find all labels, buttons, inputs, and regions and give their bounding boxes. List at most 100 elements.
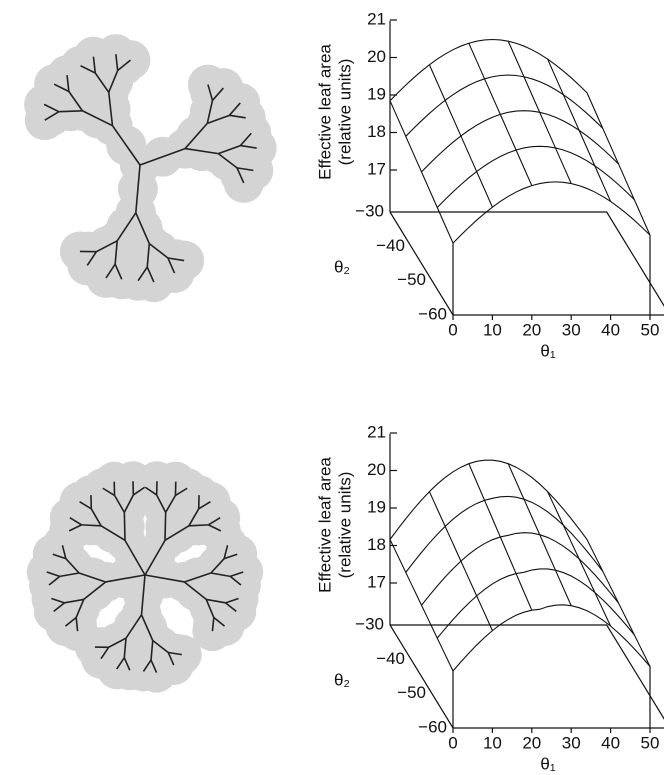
branch	[229, 114, 246, 119]
branch	[78, 572, 106, 583]
x-tick-label: 30	[562, 733, 581, 752]
y-tick-label: −30	[355, 614, 384, 633]
z-tick-label: 17	[367, 572, 386, 591]
x-tick-label: 30	[562, 320, 581, 339]
mesh-line	[436, 568, 635, 639]
branch	[144, 486, 158, 496]
mesh-line	[436, 145, 635, 208]
branch	[150, 640, 154, 661]
x-tick-label: 0	[448, 733, 457, 752]
branch	[90, 508, 102, 527]
branch	[240, 144, 257, 149]
branch	[236, 167, 254, 172]
branch	[65, 558, 80, 574]
branch	[208, 517, 221, 526]
branch	[107, 92, 114, 126]
branch	[92, 56, 97, 74]
branch	[207, 114, 230, 125]
z-tick-label: 19	[367, 84, 386, 103]
branch	[167, 257, 176, 274]
branch	[114, 240, 118, 265]
branch	[81, 524, 102, 527]
x-tick-label: 0	[448, 320, 457, 339]
mesh-line	[452, 181, 651, 244]
branch	[135, 164, 141, 213]
y-tick-label: −60	[418, 304, 447, 323]
mesh-line	[405, 74, 604, 137]
y-tick-label: −50	[397, 270, 426, 289]
branch	[155, 494, 167, 513]
branch	[239, 132, 252, 147]
branch	[207, 84, 214, 101]
z-tick-label: 18	[367, 535, 386, 554]
z-tick-label: 21	[367, 422, 386, 441]
branch	[188, 524, 209, 527]
x-tick-label: 20	[522, 733, 541, 752]
branch	[213, 616, 226, 627]
y-tick-label: −40	[376, 236, 405, 255]
branch	[123, 638, 127, 658]
branch	[206, 100, 214, 124]
branch	[64, 616, 77, 627]
branch	[229, 571, 244, 578]
branch	[236, 167, 245, 184]
branch	[113, 494, 126, 513]
branch	[217, 152, 238, 169]
branch	[228, 102, 241, 116]
branch	[123, 657, 131, 671]
branch	[137, 266, 148, 282]
branch	[152, 639, 169, 654]
z-tick-label: 20	[367, 460, 386, 479]
x-tick-label: 40	[601, 320, 620, 339]
branch	[114, 263, 123, 280]
branch	[100, 646, 110, 660]
branch	[52, 553, 67, 560]
branch	[183, 581, 207, 601]
branch	[208, 524, 222, 532]
branch	[211, 617, 215, 632]
branch	[43, 103, 60, 113]
z-tick-label: 19	[367, 497, 386, 516]
branch	[124, 539, 146, 576]
branch	[116, 212, 137, 242]
mesh-line	[421, 110, 619, 173]
branch	[79, 500, 92, 510]
z-tick-label: 21	[367, 9, 386, 28]
tree-diagram	[24, 34, 277, 303]
branch	[168, 651, 182, 656]
branch	[140, 574, 146, 615]
x-tick-label: 50	[641, 733, 660, 752]
branch	[146, 266, 155, 283]
branch	[144, 539, 166, 576]
branch	[46, 571, 61, 578]
mesh-line	[389, 459, 588, 540]
branch	[94, 72, 110, 93]
branch	[105, 574, 146, 583]
branch	[111, 125, 141, 166]
branch	[164, 494, 177, 513]
x-tick-label: 10	[483, 320, 502, 339]
z-axis-label: Effective leaf area	[315, 457, 334, 593]
x-tick-label: 50	[641, 320, 660, 339]
surface-plot: 21 20 19 18 17 −30 −40 −50 −600 10 20 30 40 50 θ₁ θ₂ Eff…	[315, 9, 664, 360]
y-axis-label: θ₂	[334, 670, 350, 689]
branch	[167, 652, 175, 666]
branch	[80, 64, 96, 74]
y-tick-label: −40	[376, 649, 405, 668]
y-tick-label: −60	[418, 717, 447, 736]
branch	[139, 147, 186, 166]
branch	[59, 572, 80, 578]
x-tick-label: 10	[483, 733, 502, 752]
branch	[188, 508, 200, 527]
x-axis-label: θ₁	[540, 341, 555, 360]
branch	[184, 122, 208, 150]
branch	[64, 598, 84, 604]
branch	[205, 599, 215, 618]
branch	[167, 257, 185, 262]
branch	[75, 617, 79, 632]
branch	[135, 212, 151, 244]
x-tick-label: 40	[601, 733, 620, 752]
branch	[206, 598, 226, 604]
branch	[69, 517, 82, 526]
